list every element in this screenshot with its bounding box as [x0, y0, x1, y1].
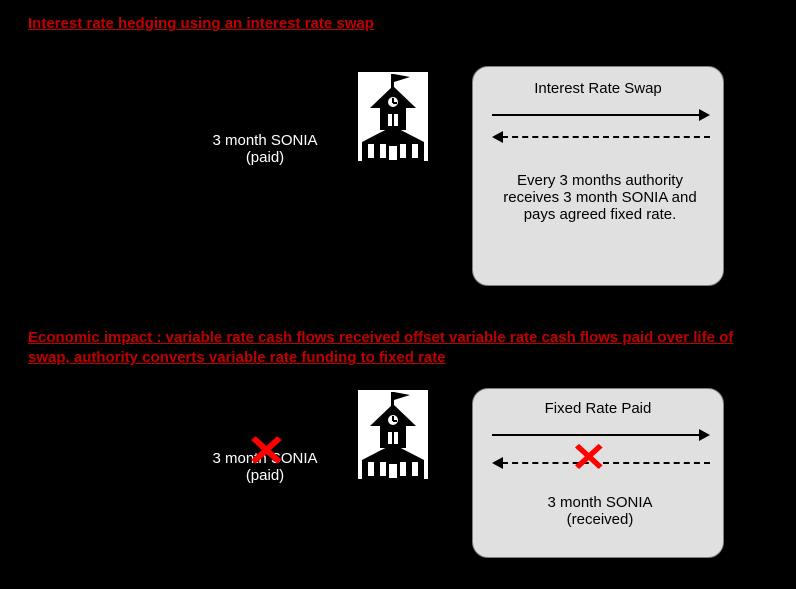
- s1-left-label: 3 month SONIA (paid): [200, 132, 330, 166]
- red-x-left-icon: ✕: [246, 430, 287, 474]
- s2-box-body-line2: (received): [500, 511, 700, 528]
- s1-box-title: Interest Rate Swap: [490, 80, 706, 97]
- s1-box-body: Every 3 months authority receives 3 mont…: [500, 172, 700, 223]
- authority-building-icon-2: [358, 390, 428, 482]
- section1-heading: Interest rate hedging using an interest …: [28, 14, 768, 34]
- s1-left-label-line2: (paid): [200, 149, 330, 166]
- section2-heading: Economic impact : variable rate cash flo…: [28, 328, 768, 369]
- authority-building-icon: [358, 72, 428, 164]
- s2-box-title: Fixed Rate Paid: [490, 400, 706, 417]
- s1-dot: [345, 155, 350, 160]
- s1-left-label-line1: 3 month SONIA: [200, 132, 330, 149]
- s2-box-body: 3 month SONIA (received): [500, 494, 700, 528]
- s2-box-body-line1: 3 month SONIA: [500, 494, 700, 511]
- s2-dot: [345, 473, 350, 478]
- red-x-right-icon: ✕: [570, 438, 607, 478]
